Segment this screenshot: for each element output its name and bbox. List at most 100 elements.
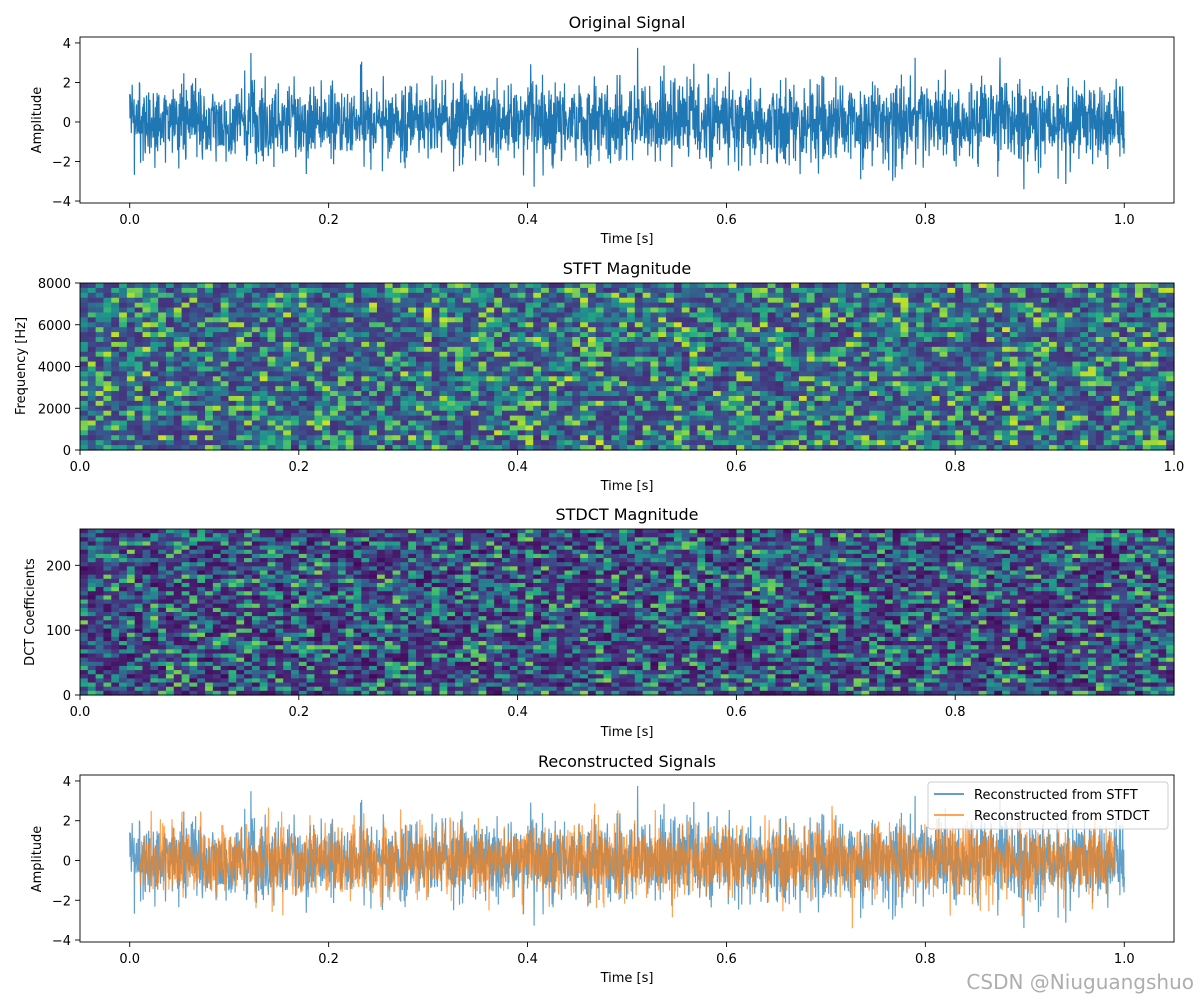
stft-cell — [400, 371, 409, 377]
stft-cell — [837, 356, 847, 363]
stft-cell — [877, 400, 886, 407]
stft-cell — [947, 366, 956, 373]
stft-cell — [525, 420, 534, 427]
stft-cell — [759, 317, 769, 323]
stft-cell — [181, 322, 190, 328]
stft-cell — [1088, 322, 1097, 328]
stft-cell — [853, 317, 863, 323]
stdct-cell — [994, 529, 1003, 534]
stft-title: STFT Magnitude — [563, 259, 691, 278]
stft-cell — [275, 361, 284, 368]
stft-cell — [603, 400, 612, 407]
stft-cell — [587, 395, 597, 402]
stft-cell — [353, 381, 362, 387]
stdct-cell — [259, 533, 269, 538]
stft-cell — [392, 322, 401, 328]
stft-cell — [1119, 386, 1128, 392]
stft-cell — [869, 297, 878, 304]
stft-cell — [791, 327, 800, 333]
stft-cell — [1095, 356, 1105, 363]
stft-cell — [314, 292, 323, 299]
stft-cell — [236, 337, 245, 343]
stft-cell — [533, 283, 542, 289]
stft-heatmap — [80, 283, 1175, 451]
stft-cell — [1119, 317, 1128, 323]
stft-cell — [587, 341, 597, 348]
stft-cell — [908, 440, 917, 446]
stft-cell — [556, 327, 566, 333]
stdct-cell — [103, 533, 112, 538]
stft-cell — [587, 292, 597, 299]
stft-cell — [634, 317, 644, 323]
stft-cell — [642, 283, 652, 289]
stft-cell — [1080, 435, 1089, 441]
stft-cell — [759, 322, 769, 328]
stft-cell — [892, 410, 902, 417]
stft-cell — [689, 307, 698, 314]
stft-cell — [142, 302, 151, 309]
stft-cell — [830, 351, 839, 358]
stft-cell — [470, 400, 480, 407]
stft-cell — [1041, 405, 1050, 412]
stft-cell — [369, 435, 378, 441]
stft-cell — [1072, 391, 1081, 397]
stft-cell — [587, 346, 597, 353]
stft-cell — [376, 307, 386, 314]
stft-cell — [369, 386, 378, 392]
stft-cell — [494, 346, 503, 353]
stft-cell — [939, 283, 948, 289]
stft-cell — [353, 327, 362, 333]
stft-cell — [244, 292, 253, 299]
stft-cell — [923, 391, 933, 397]
stft-cell — [978, 327, 988, 333]
stft-cell — [775, 327, 784, 333]
stft-cell — [1025, 287, 1034, 294]
stft-cell — [408, 415, 417, 422]
stft-cell — [673, 435, 683, 441]
stft-cell — [330, 312, 339, 318]
stft-cell — [595, 366, 605, 373]
stft-cell — [189, 287, 198, 294]
stft-cell — [939, 376, 948, 382]
stft-cell — [806, 440, 816, 446]
stft-cell — [447, 356, 456, 363]
stft-cell — [431, 440, 441, 446]
stft-cell — [95, 381, 105, 387]
original-signal-line — [129, 47, 1125, 190]
stdct-cell — [283, 529, 292, 534]
stft-cell — [627, 366, 636, 373]
stft-cell — [705, 332, 714, 338]
stdct-cell — [416, 529, 425, 534]
stft-cell — [634, 346, 644, 353]
stft-cell — [1002, 440, 1011, 446]
stft-cell — [556, 361, 566, 368]
stft-cell — [869, 381, 878, 387]
stft-cell — [1064, 341, 1074, 348]
stft-cell — [931, 356, 941, 363]
stft-cell — [283, 317, 292, 323]
stft-cell — [587, 445, 597, 451]
stft-cell — [298, 410, 308, 417]
stft-cell — [673, 381, 683, 387]
stft-cell — [1134, 332, 1144, 338]
stft-cell — [533, 297, 542, 304]
stft-cell — [283, 341, 292, 348]
stft-cell — [439, 307, 448, 314]
stft-cell — [541, 430, 550, 436]
stft-cell — [345, 445, 355, 451]
stft-cell — [767, 405, 777, 412]
stft-cell — [290, 322, 300, 328]
stft-cell — [955, 287, 964, 294]
stft-cell — [80, 371, 89, 377]
stft-cell — [1048, 386, 1058, 392]
stft-cell — [462, 332, 472, 338]
stft-cell — [861, 332, 870, 338]
stft-cell — [791, 381, 800, 387]
stft-cell — [283, 420, 292, 427]
stft-cell — [806, 307, 816, 314]
stft-cell — [845, 307, 855, 314]
stft-cell — [228, 405, 237, 412]
stft-cell — [619, 356, 628, 363]
stft-cell — [705, 435, 714, 441]
stft-cell — [861, 351, 870, 358]
